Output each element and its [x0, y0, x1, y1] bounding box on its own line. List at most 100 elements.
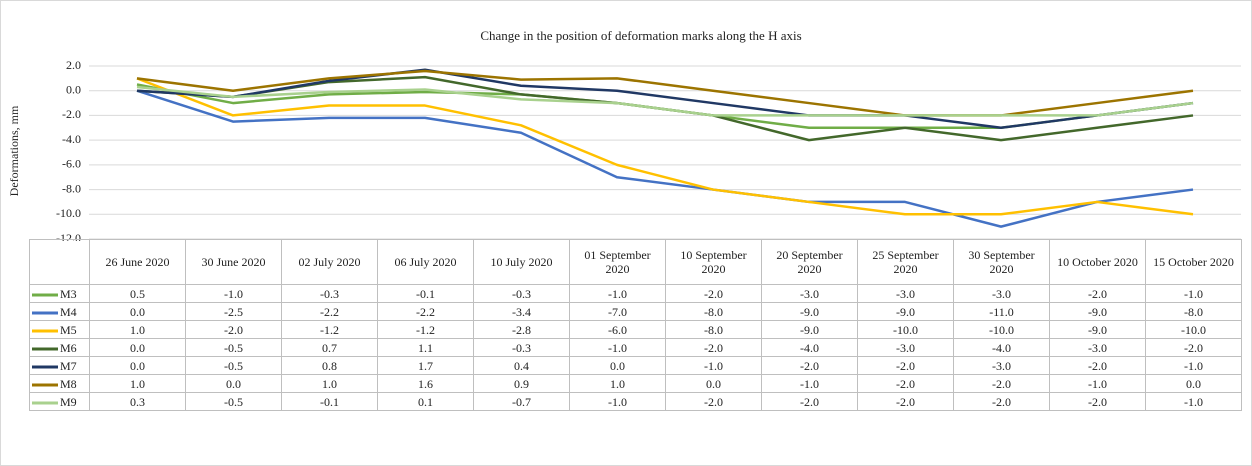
data-label: 0.8	[281, 356, 378, 375]
table-row: M4 0.0 -2.5 -2.2 -2.2 -3.4 -7.0 -8.0 -9.0 -9.0 -11…	[29, 302, 1242, 321]
data-label: -2.0	[857, 374, 954, 393]
data-label: 1.0	[281, 374, 378, 393]
table-row: M9 0.3 -0.5 -0.1 0.1 -0.7 -1.0 -2.0 -2.0 -2.0 -2.0…	[29, 392, 1242, 411]
legend-cell: M9	[29, 392, 90, 411]
data-label: 1.0	[89, 374, 186, 393]
y-tick-label: -6.0	[62, 157, 81, 171]
data-label: -3.0	[857, 284, 954, 303]
data-label: -4.0	[761, 338, 858, 357]
data-label: -0.5	[185, 338, 282, 357]
table-corner	[29, 239, 90, 285]
data-table: 26 June 2020 30 June 2020 02 July 2020 06 J…	[29, 239, 1242, 411]
data-label: -10.0	[857, 320, 954, 339]
data-label: -2.0	[857, 392, 954, 411]
x-tick-label: 15 October 2020	[1145, 239, 1242, 285]
data-label: -2.0	[761, 392, 858, 411]
data-label: -1.0	[569, 338, 666, 357]
data-label: -2.0	[857, 356, 954, 375]
legend-swatch	[32, 365, 58, 369]
table-row: M6 0.0 -0.5 0.7 1.1 -0.3 -1.0 -2.0 -4.0 -3.0 -4.0-…	[29, 338, 1242, 357]
data-label: 0.7	[281, 338, 378, 357]
data-label: 1.0	[89, 320, 186, 339]
data-label: 0.0	[185, 374, 282, 393]
legend-swatch	[32, 311, 58, 315]
data-label: -1.0	[569, 284, 666, 303]
data-label: -2.0	[1049, 392, 1146, 411]
x-tick-label: 30 June 2020	[185, 239, 282, 285]
data-label: -8.0	[1145, 302, 1242, 321]
chart-title: Change in the position of deformation ma…	[480, 28, 801, 43]
data-label: -0.3	[473, 338, 570, 357]
x-tick-label: 10 October 2020	[1049, 239, 1146, 285]
data-label: -0.1	[281, 392, 378, 411]
data-label: -3.0	[1049, 338, 1146, 357]
data-label: -11.0	[953, 302, 1050, 321]
data-label: -1.0	[1049, 374, 1146, 393]
plot: Change in the position of deformation ma…	[7, 28, 1241, 241]
data-label: -2.0	[761, 356, 858, 375]
legend-swatch	[32, 383, 58, 387]
data-label: -7.0	[569, 302, 666, 321]
legend-cell: M7	[29, 356, 90, 375]
data-label: -9.0	[761, 302, 858, 321]
data-label: -10.0	[953, 320, 1050, 339]
data-label: -3.4	[473, 302, 570, 321]
data-label: -0.5	[185, 392, 282, 411]
data-label: -1.0	[1145, 284, 1242, 303]
data-label: -2.2	[377, 302, 474, 321]
y-tick-label: 0.0	[66, 82, 81, 96]
y-tick-label: 2.0	[66, 58, 81, 72]
x-tick-label: 02 July 2020	[281, 239, 378, 285]
data-label: -9.0	[1049, 302, 1146, 321]
data-label: 1.7	[377, 356, 474, 375]
data-label: -9.0	[857, 302, 954, 321]
data-label: -1.0	[1145, 356, 1242, 375]
data-label: -3.0	[953, 356, 1050, 375]
data-label: -1.0	[185, 284, 282, 303]
series-line	[136, 77, 1194, 216]
data-label: -1.2	[377, 320, 474, 339]
series-line	[136, 89, 1194, 228]
data-label: -3.0	[857, 338, 954, 357]
data-label: -2.0	[665, 392, 762, 411]
legend-cell: M6	[29, 338, 90, 357]
table-row: M7 0.0 -0.5 0.8 1.7 0.4 0.0 -1.0 -2.0 -2.0 -3.0 -2.…	[29, 356, 1242, 375]
legend-cell: M5	[29, 320, 90, 339]
data-label: -0.5	[185, 356, 282, 375]
legend-swatch	[32, 293, 58, 297]
data-label: -2.0	[665, 284, 762, 303]
data-label: 0.3	[89, 392, 186, 411]
x-tick-label: 30 September 2020	[953, 239, 1050, 285]
legend-label: M4	[60, 304, 77, 319]
table-row: M3 0.5 -1.0 -0.3 -0.1 -0.3 -1.0 -2.0 -3.0 -3.0 -3.…	[29, 284, 1242, 303]
legend-cell: M3	[29, 284, 90, 303]
data-label: -0.7	[473, 392, 570, 411]
data-label: -1.0	[665, 356, 762, 375]
x-tick-label: 06 July 2020	[377, 239, 474, 285]
x-tick-label: 26 June 2020	[89, 239, 186, 285]
legend-swatch	[32, 329, 58, 333]
x-tick-label: 25 September 2020	[857, 239, 954, 285]
data-label: 0.9	[473, 374, 570, 393]
data-label: -2.8	[473, 320, 570, 339]
data-label: -2.0	[1049, 284, 1146, 303]
data-label: -1.0	[1145, 392, 1242, 411]
legend-label: M3	[60, 286, 77, 301]
data-label: 0.0	[89, 302, 186, 321]
y-tick-label: -8.0	[62, 181, 81, 195]
legend-label: M8	[60, 376, 77, 391]
data-label: -2.0	[953, 392, 1050, 411]
x-tick-label: 10 September 2020	[665, 239, 762, 285]
data-label: 0.0	[1145, 374, 1242, 393]
data-label: -8.0	[665, 320, 762, 339]
data-label: -10.0	[1145, 320, 1242, 339]
legend-swatch	[32, 401, 58, 405]
legend-label: M6	[60, 340, 77, 355]
data-label: -2.2	[281, 302, 378, 321]
data-label: -4.0	[953, 338, 1050, 357]
data-label: 0.0	[89, 338, 186, 357]
data-label: 0.0	[569, 356, 666, 375]
x-tick-label: 01 September 2020	[569, 239, 666, 285]
y-tick-label: -12.0	[56, 231, 81, 241]
